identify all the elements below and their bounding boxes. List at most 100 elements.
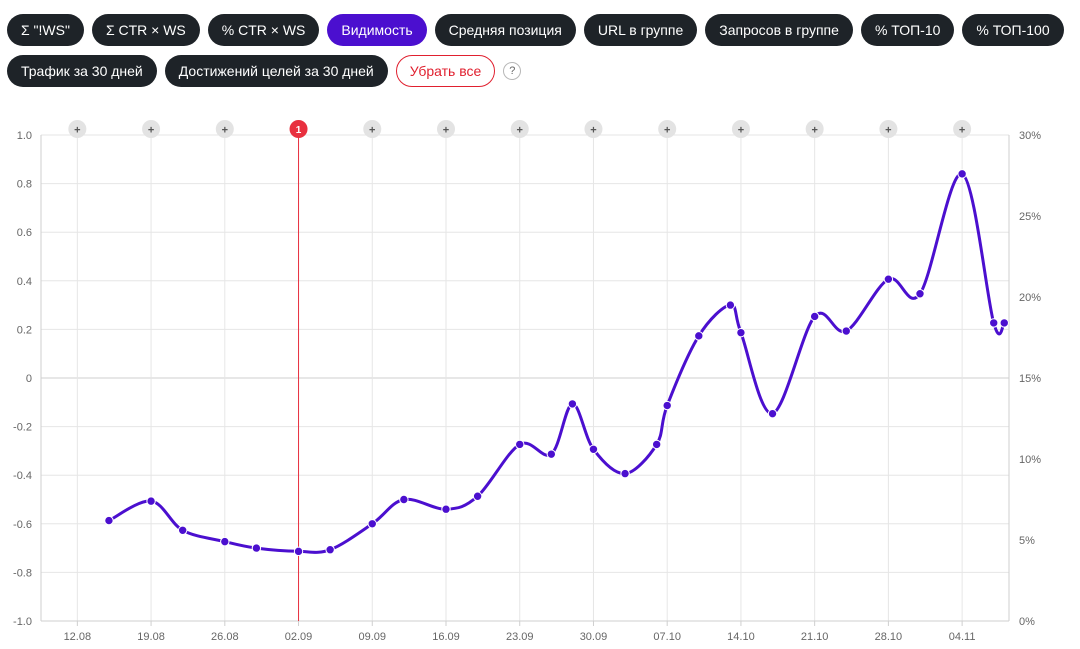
metric-button-5[interactable]: URL в группе [583,14,698,46]
data-point [567,399,578,409]
event-marker[interactable] [289,120,308,138]
event-marker-label: + [664,125,670,137]
data-point [546,449,557,459]
data-point [325,545,335,555]
metrics-toolbar: Σ "!WS" Σ CTR × WS% CTR × WS Видимость Сред… [7,14,1073,87]
y-tick-label: -0.4 [13,470,32,482]
metric-button-10[interactable]: Достижений целей за 30 дней [164,55,388,87]
data-point [662,400,672,411]
data-point [957,169,967,179]
data-point [809,311,820,322]
data-point [989,318,999,328]
data-point [841,326,851,336]
event-marker-label: + [517,125,523,137]
data-point [999,318,1009,328]
series-line-0 [107,172,1006,554]
event-marker-label: + [148,125,154,137]
metric-button-8[interactable]: % ТОП-100 [962,14,1064,46]
x-tick-label: 04.11 [949,631,976,643]
y2-tick-label: 10% [1019,454,1041,466]
x-tick-label: 02.09 [285,631,313,643]
x-tick-label: 26.08 [211,631,239,643]
y2-tick-label: 15% [1019,373,1041,385]
x-tick-label: 23.09 [506,631,534,643]
event-marker-label: + [738,125,744,137]
data-point [367,519,377,529]
data-point [588,444,599,454]
y-tick-label: -1.0 [13,616,32,628]
event-marker-label: + [885,125,891,137]
x-tick-label: 30.09 [580,631,608,643]
y-tick-label: -0.6 [13,519,32,531]
event-marker[interactable] [805,120,824,138]
data-point [251,543,262,553]
metric-button-9[interactable]: Трафик за 30 дней [7,55,157,87]
y-tick-label: 0.6 [17,227,32,239]
event-marker[interactable] [363,120,382,138]
y2-tick-label: 5% [1019,535,1035,547]
event-marker-label: + [590,125,596,137]
clear-all-button[interactable]: Убрать все [395,55,496,87]
data-point [651,439,662,450]
data-point [767,408,778,419]
metric-button-4[interactable]: Средняя позиция [434,14,576,46]
y-tick-label: -0.2 [13,422,32,434]
data-point [472,491,483,501]
data-point [694,331,704,341]
metric-button-6[interactable]: Запросов в группе [705,14,853,46]
x-tick-label: 12.08 [64,631,92,643]
x-tick-label: 16.09 [432,631,460,643]
data-point [620,468,630,479]
data-point [883,274,894,284]
data-point [399,494,409,505]
data-point [725,300,736,310]
data-point [441,504,451,514]
x-tick-label: 14.10 [727,631,755,643]
y-tick-label: -0.8 [13,567,32,579]
data-point [220,536,230,547]
event-marker[interactable] [142,120,161,138]
data-point [177,525,188,535]
data-point [146,496,156,506]
x-tick-label: 07.10 [653,631,681,643]
visibility-chart: 1.0 0.8 0.6 0.4 0.2 0 -0.2 -0.4 -0.6 -0.8 -1.0 30% 2… [13,120,1041,643]
metric-button-3[interactable]: Видимость [327,14,427,46]
data-point [104,515,114,526]
x-tick-label: 28.10 [875,631,903,643]
event-marker[interactable] [584,120,603,138]
metric-button-0[interactable]: Σ "!WS" [7,14,84,46]
event-marker[interactable] [953,120,972,138]
event-marker[interactable] [215,120,234,138]
event-marker[interactable] [731,120,750,138]
x-tick-label: 09.09 [359,631,387,643]
metric-button-1[interactable]: Σ CTR × WS [91,14,200,46]
data-point [515,439,525,450]
data-point [915,289,925,299]
event-marker[interactable] [510,120,529,138]
event-marker[interactable] [879,120,898,138]
help-icon[interactable]: ? [503,62,522,80]
event-marker-label: + [959,125,965,137]
y2-tick-label: 30% [1019,130,1041,142]
event-marker-label: + [369,125,375,137]
event-marker-label: + [222,125,228,137]
data-point [293,546,304,557]
event-marker-label: 1 [296,125,302,136]
event-marker[interactable] [658,120,677,138]
event-marker-label: + [74,125,80,137]
metric-button-7[interactable]: % ТОП-10 [860,14,955,46]
y2-tick-label: 25% [1019,211,1041,223]
y-tick-label: 0.8 [17,179,32,191]
y-tick-label: 1.0 [17,130,32,142]
event-marker[interactable] [437,120,456,138]
y2-tick-label: 0% [1019,616,1035,628]
data-point [736,327,746,338]
y2-tick-label: 20% [1019,292,1041,304]
x-tick-label: 21.10 [801,631,829,643]
y-tick-label: 0 [26,373,32,385]
x-tick-label: 19.08 [137,631,165,643]
event-marker-label: + [443,125,449,137]
metric-button-2[interactable]: % CTR × WS [207,14,320,46]
event-marker[interactable] [68,120,87,138]
event-marker-label: + [811,125,817,137]
